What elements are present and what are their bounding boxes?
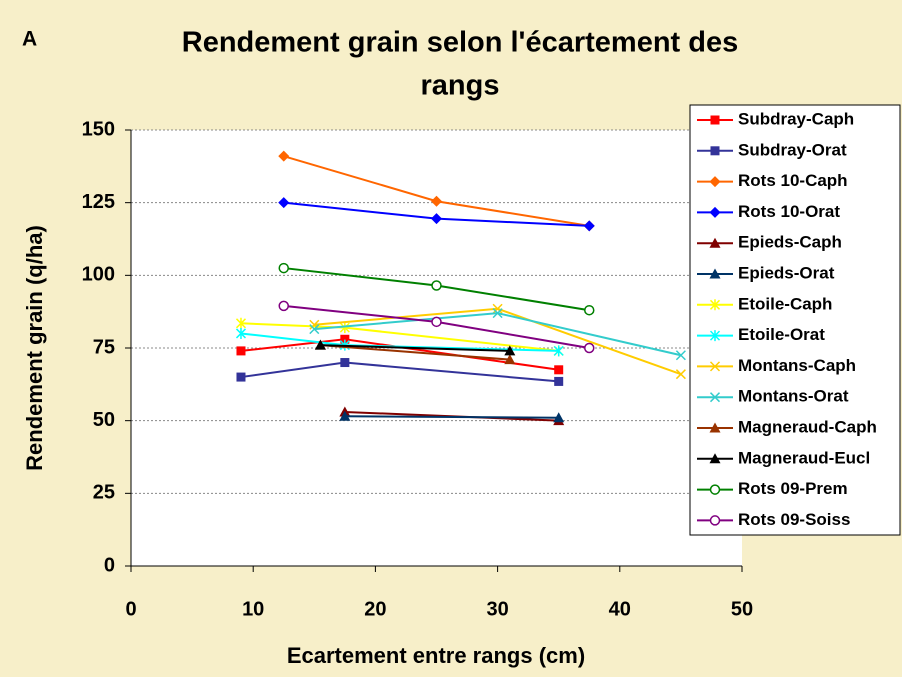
- marker: [710, 146, 720, 156]
- legend-label: Subdray-Caph: [738, 109, 854, 128]
- marker: [709, 299, 721, 311]
- marker: [492, 303, 503, 314]
- legend-label: Montans-Caph: [738, 356, 856, 375]
- y-tick-label: 125: [82, 191, 115, 213]
- legend-label: Rots 10-Caph: [738, 171, 848, 190]
- legend-label: Rots 09-Soiss: [738, 510, 850, 529]
- marker: [709, 268, 721, 279]
- marker: [278, 300, 289, 312]
- y-axis-label: Rendement grain (q/ha): [22, 225, 47, 471]
- marker: [584, 304, 595, 316]
- legend-label: Epieds-Caph: [738, 233, 842, 252]
- marker: [236, 372, 246, 382]
- y-tick-label: 50: [93, 409, 115, 431]
- marker: [314, 339, 326, 350]
- series-line: [344, 415, 559, 419]
- marker: [339, 322, 350, 334]
- chart-title: Rendement grain selon l'écartement des: [182, 27, 738, 59]
- legend-label: Etoile-Orat: [738, 325, 825, 344]
- y-tick-label: 100: [82, 264, 115, 286]
- x-axis-label: Ecartement entre rangs (cm): [287, 643, 585, 668]
- marker: [235, 317, 247, 329]
- marker: [278, 262, 289, 274]
- marker: [675, 350, 686, 361]
- marker: [309, 319, 320, 330]
- marker: [309, 324, 320, 335]
- marker: [339, 410, 351, 421]
- marker: [709, 237, 721, 248]
- marker: [709, 515, 721, 526]
- marker: [492, 308, 503, 319]
- legend-box: [689, 104, 901, 536]
- marker: [709, 392, 721, 403]
- x-tick-label: 40: [609, 598, 631, 620]
- legend-label: Montans-Orat: [738, 387, 849, 406]
- y-tick-label: 0: [104, 554, 115, 576]
- x-tick-label: 10: [242, 598, 264, 620]
- legend-label: Subdray-Orat: [738, 140, 847, 159]
- marker: [504, 354, 516, 365]
- panel-label: A: [22, 28, 37, 51]
- x-tick-label: 50: [731, 598, 753, 620]
- x-tick-label: 30: [486, 598, 508, 620]
- legend-label: Rots 10-Orat: [738, 202, 840, 221]
- marker: [504, 345, 516, 356]
- marker: [584, 342, 595, 354]
- marker: [709, 422, 721, 433]
- marker: [431, 195, 442, 207]
- chart-title: rangs: [421, 70, 500, 102]
- marker: [709, 176, 721, 188]
- marker: [709, 453, 721, 464]
- x-tick-label: 20: [364, 598, 386, 620]
- marker: [554, 376, 564, 386]
- marker: [278, 150, 290, 162]
- marker: [431, 213, 442, 225]
- legend-label: Epieds-Orat: [738, 263, 835, 282]
- legend-label: Etoile-Caph: [738, 294, 832, 313]
- marker: [709, 206, 721, 218]
- marker: [340, 334, 350, 344]
- marker: [553, 345, 564, 357]
- legend-label: Rots 09-Prem: [738, 479, 848, 498]
- y-tick-label: 150: [82, 118, 115, 140]
- marker: [431, 280, 442, 291]
- legend-label: Magneraud-Eucl: [738, 448, 870, 467]
- marker: [278, 197, 290, 209]
- marker: [554, 365, 564, 375]
- marker: [675, 369, 686, 380]
- series-line: [320, 344, 510, 352]
- marker: [709, 330, 721, 342]
- marker: [709, 361, 721, 372]
- marker: [235, 327, 247, 339]
- legend-label: Magneraud-Caph: [738, 417, 877, 436]
- marker: [710, 115, 720, 125]
- y-tick-label: 75: [93, 336, 115, 358]
- x-tick-label: 0: [125, 598, 136, 620]
- marker: [236, 346, 246, 356]
- marker: [553, 412, 565, 423]
- marker: [431, 316, 442, 328]
- series-line: [320, 344, 510, 361]
- marker: [583, 220, 595, 232]
- marker: [340, 358, 350, 368]
- marker: [709, 484, 721, 495]
- y-tick-label: 25: [93, 482, 115, 504]
